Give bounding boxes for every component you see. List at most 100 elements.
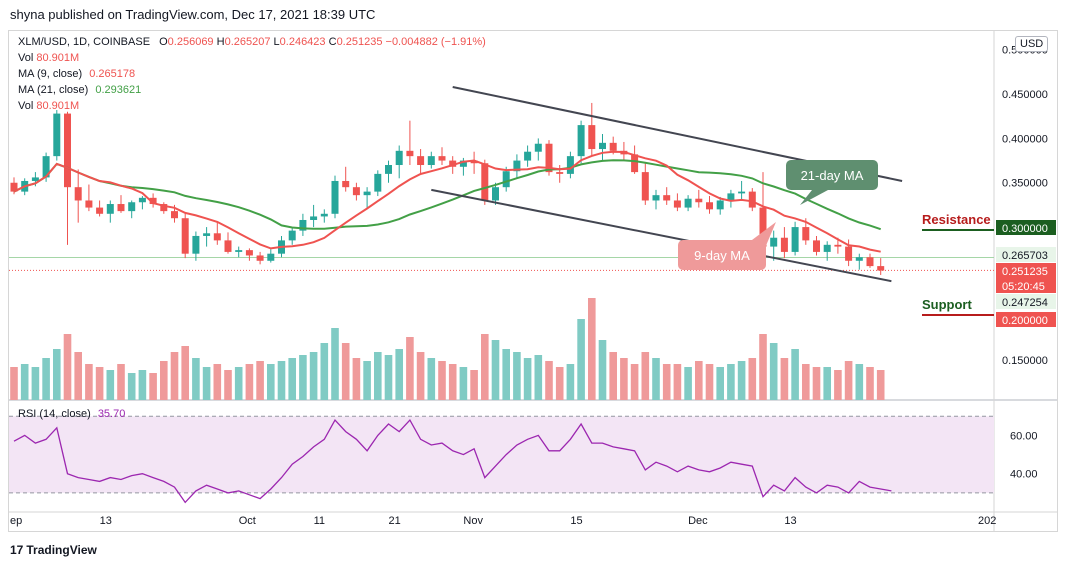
- open-label: O: [159, 36, 168, 48]
- candle-body: [641, 172, 649, 201]
- time-tick-label: 15: [570, 515, 582, 527]
- candle-body: [855, 257, 863, 261]
- volume-bar: [513, 352, 521, 400]
- candle-body: [320, 213, 328, 217]
- vol-value: 80.901M: [36, 52, 80, 64]
- candle-body: [759, 207, 767, 247]
- volume-bar: [802, 364, 810, 400]
- volume-bar: [737, 361, 746, 400]
- time-tick-label: 13: [784, 515, 796, 527]
- volume-bar: [459, 367, 468, 400]
- time-tick-label: ep: [10, 515, 22, 527]
- volume-bar: [876, 370, 885, 400]
- volume-bar: [245, 364, 254, 400]
- candle-body: [438, 156, 446, 161]
- volume2-legend: Vol 80.901M: [18, 100, 79, 112]
- volume-bar: [213, 364, 222, 400]
- volume-bar: [523, 358, 532, 400]
- volume-bar: [470, 370, 478, 400]
- volume-bar: [609, 352, 617, 400]
- volume-bar: [491, 340, 500, 400]
- symbol-label: XLM/USD, 1D, COINBASE: [18, 36, 151, 48]
- publish-header: shyna published on TradingView.com, Dec …: [10, 7, 376, 22]
- candle-body: [577, 125, 585, 157]
- volume-bar: [759, 334, 767, 400]
- price-badge: [996, 312, 1056, 327]
- volume-bar: [566, 364, 575, 400]
- price-tick-label: 0.450000: [1002, 89, 1048, 101]
- ma21-legend: MA (21, close) 0.293621: [18, 84, 141, 96]
- low-value: 0.246423: [279, 36, 326, 48]
- price-badge: [996, 220, 1056, 235]
- candle-body: [96, 207, 104, 214]
- volume-bar: [684, 367, 692, 400]
- volume-bar: [780, 358, 789, 400]
- volume-bar: [160, 361, 168, 400]
- ma9-legend: MA (9, close) 0.265178: [18, 68, 135, 80]
- vol2-label: Vol: [18, 100, 34, 112]
- chart-frame: [8, 30, 1058, 532]
- volume-bar: [630, 364, 639, 400]
- candle-body: [459, 160, 467, 167]
- candle-body: [267, 253, 275, 261]
- candle-body: [470, 160, 478, 164]
- candle-body: [845, 246, 853, 261]
- volume-bar: [85, 364, 93, 400]
- high-label: H: [216, 36, 225, 48]
- candle-body: [866, 257, 874, 267]
- ma21-callout-text: 21-day MA: [801, 168, 864, 183]
- volume-bar: [662, 364, 671, 400]
- candle-body: [310, 216, 318, 220]
- volume-bar: [577, 319, 585, 400]
- volume-bar: [224, 370, 232, 400]
- candle-body: [502, 171, 510, 188]
- candle-body: [117, 204, 125, 212]
- candle-body: [534, 143, 542, 152]
- vol2-value: 80.901M: [36, 100, 80, 112]
- high-value: 0.265207: [224, 36, 271, 48]
- volume-bar: [202, 367, 211, 400]
- candle-body: [395, 150, 403, 166]
- candle-body: [245, 250, 253, 256]
- volume-bar: [63, 334, 72, 400]
- candle-body: [684, 198, 692, 208]
- candle-body: [406, 150, 414, 157]
- price-tick-label: 0.150000: [1002, 355, 1048, 367]
- volume-bar: [769, 343, 778, 400]
- candle-body: [652, 195, 660, 201]
- volume-bar: [652, 358, 660, 400]
- candle-body: [181, 218, 189, 254]
- candle-body: [823, 244, 831, 252]
- candle-body: [224, 240, 232, 252]
- candle-body: [417, 156, 425, 166]
- candle-body: [31, 177, 39, 181]
- volume-bar: [181, 346, 189, 400]
- ma9-callout-box: [678, 240, 766, 270]
- volume-bar: [481, 334, 489, 400]
- volume-bar: [438, 361, 446, 400]
- candle-body: [770, 237, 778, 247]
- price-tick-label: 0.400000: [1002, 133, 1048, 145]
- currency-button[interactable]: USD: [1015, 36, 1049, 52]
- candle-body: [299, 219, 307, 231]
- tradingview-logo-icon: 17: [10, 543, 24, 557]
- ma21-label: MA (21, close): [18, 84, 89, 96]
- volume-bar: [866, 367, 874, 400]
- rsi-label: RSI (14, close): [18, 408, 91, 420]
- candle-body: [631, 154, 639, 173]
- volume-bar: [138, 370, 147, 400]
- volume-bar: [673, 364, 682, 400]
- candle-body: [171, 211, 178, 219]
- rsi-layer: [9, 415, 994, 504]
- resistance-label: Resistance: [922, 212, 991, 227]
- volume-bar: [331, 328, 339, 400]
- rsi-band: [9, 416, 994, 493]
- time-tick-label: 11: [314, 515, 325, 527]
- volume-bar: [641, 352, 650, 400]
- candle-body: [342, 180, 350, 188]
- price-badge: [996, 294, 1056, 309]
- ma21-line: [13, 159, 882, 231]
- volume-bar: [534, 355, 543, 400]
- price-badge: [996, 263, 1056, 278]
